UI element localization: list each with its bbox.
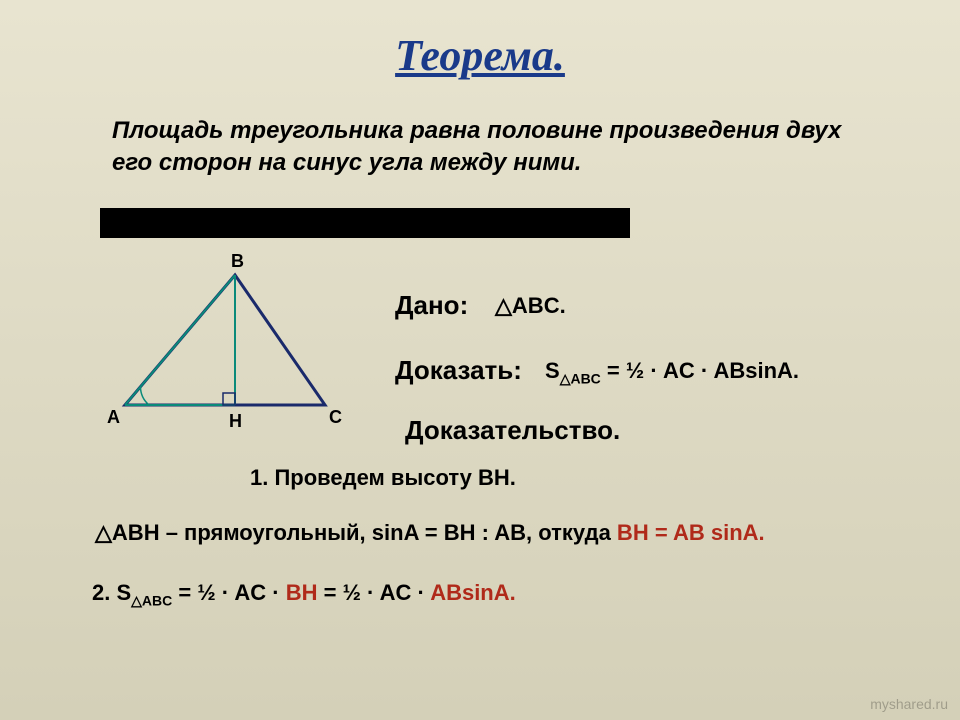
line2-part1: △ABH – прямоугольный,: [95, 520, 366, 545]
watermark: myshared.ru: [870, 696, 948, 712]
page-title: Теорема.: [0, 30, 960, 81]
line2-highlight: BH = AB sinA.: [611, 520, 765, 545]
proof-line-3: 2. S△ABC = ½ · AC · BH = ½ · AC · ABsinA…: [92, 580, 516, 609]
line3-final: ABsinA.: [430, 580, 516, 605]
triangle-svg: [115, 255, 355, 435]
vertex-label-b: B: [231, 251, 244, 272]
proof-step-1: 1. Проведем высоту BH.: [250, 465, 516, 491]
prove-label: Доказать:: [395, 355, 522, 386]
line3-part2: = ½ · AC ·: [318, 580, 431, 605]
line2-part2: sinA = BH : AB,: [366, 520, 532, 545]
line3-prefix: 2. S: [92, 580, 131, 605]
triangle-diagram: A B C H: [115, 255, 355, 435]
proof-line-2: △ABH – прямоугольный, sinA = BH : AB, от…: [95, 520, 765, 546]
separator-bar: [100, 208, 630, 238]
prove-sub: △ABC: [560, 370, 601, 386]
prove-value: S△ABC = ½ · AC · ABsinA.: [545, 358, 799, 387]
given-value: △ABC.: [495, 293, 566, 319]
line3-sub: △ABC: [131, 592, 172, 608]
vertex-label-h: H: [229, 411, 242, 432]
line2-part3: откуда: [532, 520, 611, 545]
prove-s: S: [545, 358, 560, 383]
prove-rest: = ½ · AC · ABsinA.: [601, 358, 799, 383]
vertex-label-c: C: [329, 407, 342, 428]
proof-label: Доказательство.: [405, 415, 620, 446]
vertex-label-a: A: [107, 407, 120, 428]
line3-bh: BH: [286, 580, 318, 605]
theorem-statement: Площадь треугольника равна половине прои…: [112, 115, 852, 180]
given-label: Дано:: [395, 290, 468, 321]
line3-part1: = ½ · AC ·: [172, 580, 285, 605]
